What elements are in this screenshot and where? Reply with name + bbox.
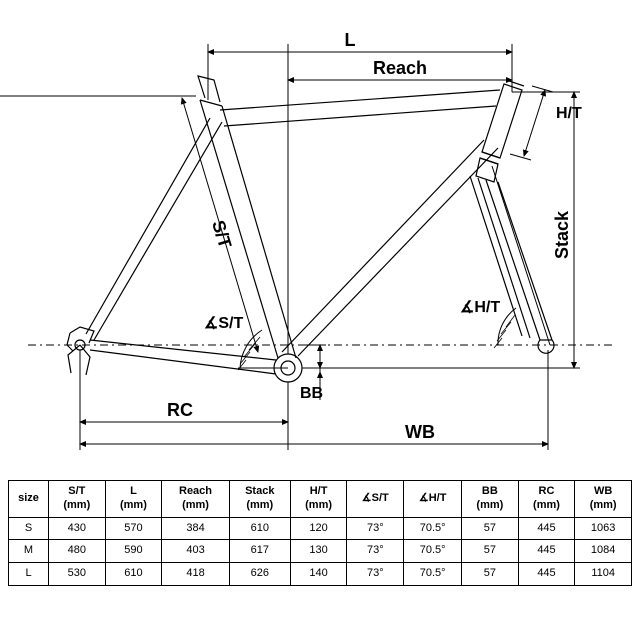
label-ang-ht: ∡H/T	[460, 299, 500, 316]
cell-ST: 530	[49, 563, 106, 586]
cell-ST: 480	[49, 540, 106, 563]
cell-angHT: 70.5°	[404, 540, 462, 563]
cell-RC: 445	[518, 563, 575, 586]
label-rc: RC	[167, 400, 193, 420]
label-wb: WB	[405, 422, 435, 442]
table-row: M48059040361713073°70.5°574451084	[9, 540, 632, 563]
cell-angST: 73°	[347, 517, 404, 540]
cell-Reach: 403	[162, 540, 230, 563]
cell-size: S	[9, 517, 49, 540]
cell-L: 610	[105, 563, 162, 586]
cell-HT: 130	[290, 540, 347, 563]
col-angHT: ∡H/T	[404, 481, 462, 518]
label-L: L	[345, 30, 356, 50]
spec-table: sizeS/T(mm)L(mm)Reach(mm)Stack(mm)H/T(mm…	[8, 480, 632, 586]
cell-RC: 445	[518, 540, 575, 563]
cell-size: L	[9, 563, 49, 586]
label-reach: Reach	[373, 58, 427, 78]
cell-size: M	[9, 540, 49, 563]
cell-WB: 1084	[575, 540, 632, 563]
geometry-table: sizeS/T(mm)L(mm)Reach(mm)Stack(mm)H/T(mm…	[8, 480, 632, 586]
cell-Reach: 418	[162, 563, 230, 586]
label-ang-st: ∡S/T	[204, 315, 243, 332]
cell-angST: 73°	[347, 563, 404, 586]
col-RC: RC(mm)	[518, 481, 575, 518]
cell-ST: 430	[49, 517, 106, 540]
geometry-diagram: L Reach H/T Stack S/T ∡S/T ∡H/T BB RC WB	[0, 0, 640, 475]
col-WB: WB(mm)	[575, 481, 632, 518]
col-Stack: Stack(mm)	[229, 481, 290, 518]
col-Reach: Reach(mm)	[162, 481, 230, 518]
col-size: size	[9, 481, 49, 518]
label-ht: H/T	[556, 105, 582, 122]
cell-BB: 57	[462, 563, 519, 586]
cell-BB: 57	[462, 540, 519, 563]
table-row: L53061041862614073°70.5°574451104	[9, 563, 632, 586]
cell-angST: 73°	[347, 540, 404, 563]
cell-Stack: 617	[229, 540, 290, 563]
col-BB: BB(mm)	[462, 481, 519, 518]
col-HT: H/T(mm)	[290, 481, 347, 518]
table-row: S43057038461012073°70.5°574451063	[9, 517, 632, 540]
cell-BB: 57	[462, 517, 519, 540]
cell-angHT: 70.5°	[404, 517, 462, 540]
cell-L: 590	[105, 540, 162, 563]
cell-RC: 445	[518, 517, 575, 540]
cell-L: 570	[105, 517, 162, 540]
label-st: S/T	[208, 218, 235, 251]
cell-angHT: 70.5°	[404, 563, 462, 586]
cell-Stack: 610	[229, 517, 290, 540]
cell-HT: 140	[290, 563, 347, 586]
cell-HT: 120	[290, 517, 347, 540]
col-ST: S/T(mm)	[49, 481, 106, 518]
col-L: L(mm)	[105, 481, 162, 518]
col-angST: ∡S/T	[347, 481, 404, 518]
cell-WB: 1104	[575, 563, 632, 586]
cell-WB: 1063	[575, 517, 632, 540]
cell-Stack: 626	[229, 563, 290, 586]
label-stack: Stack	[552, 210, 572, 259]
cell-Reach: 384	[162, 517, 230, 540]
